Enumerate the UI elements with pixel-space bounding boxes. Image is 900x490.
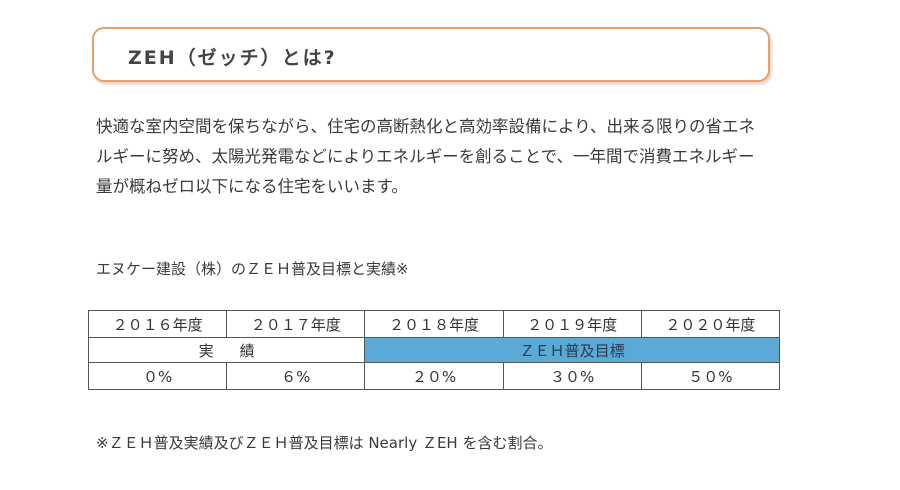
table-caption: エヌケー建設（株）のＺＥＨ普及目標と実績※: [96, 260, 409, 278]
description-text: 快適な室内空間を保ちながら、住宅の高断熱化と高効率設備により、出来る限りの省エネ…: [96, 112, 786, 202]
value-cell-2016: ０%: [87, 362, 228, 390]
table-row-years: ２０１６年度 ２０１７年度 ２０１８年度 ２０１９年度 ２０２０年度: [87, 310, 781, 338]
footnote: ※ＺＥＨ普及実績及びＺＥＨ普及目標は Nearly ＺEH を含む割合。: [96, 434, 553, 452]
description-line-3: 量が概ねゼロ以下になる住宅をいいます。: [96, 177, 408, 196]
value-cell-2019: ３０%: [502, 362, 642, 390]
value-cell-2017: ６%: [226, 362, 366, 390]
zeh-target-table: ２０１６年度 ２０１７年度 ２０１８年度 ２０１９年度 ２０２０年度 実績 ＺＥ…: [87, 310, 781, 390]
year-cell-2017: ２０１７年度: [226, 310, 366, 338]
page-title: ZEH（ゼッチ）とは?: [128, 47, 337, 69]
value-cell-2018: ２０%: [364, 362, 504, 390]
title-box: ZEH（ゼッチ）とは?: [92, 27, 770, 82]
description-line-2: ルギーに努め、太陽光発電などによりエネルギーを創ることで、一年間で消費エネルギー: [96, 147, 755, 166]
value-cell-2020: ５０%: [640, 362, 781, 390]
year-cell-2020: ２０２０年度: [640, 310, 781, 338]
year-cell-2019: ２０１９年度: [502, 310, 642, 338]
target-label-cell: ＺＥＨ普及目標: [364, 337, 780, 363]
table-row-values: ０% ６% ２０% ３０% ５０%: [87, 362, 781, 390]
table-row-labels: 実績 ＺＥＨ普及目標: [87, 337, 780, 363]
year-cell-2016: ２０１６年度: [87, 310, 228, 338]
description-line-1: 快適な室内空間を保ちながら、住宅の高断熱化と高効率設備により、出来る限りの省エネ: [96, 117, 756, 136]
actual-label-cell: 実績: [87, 337, 366, 363]
year-cell-2018: ２０１８年度: [364, 310, 504, 338]
